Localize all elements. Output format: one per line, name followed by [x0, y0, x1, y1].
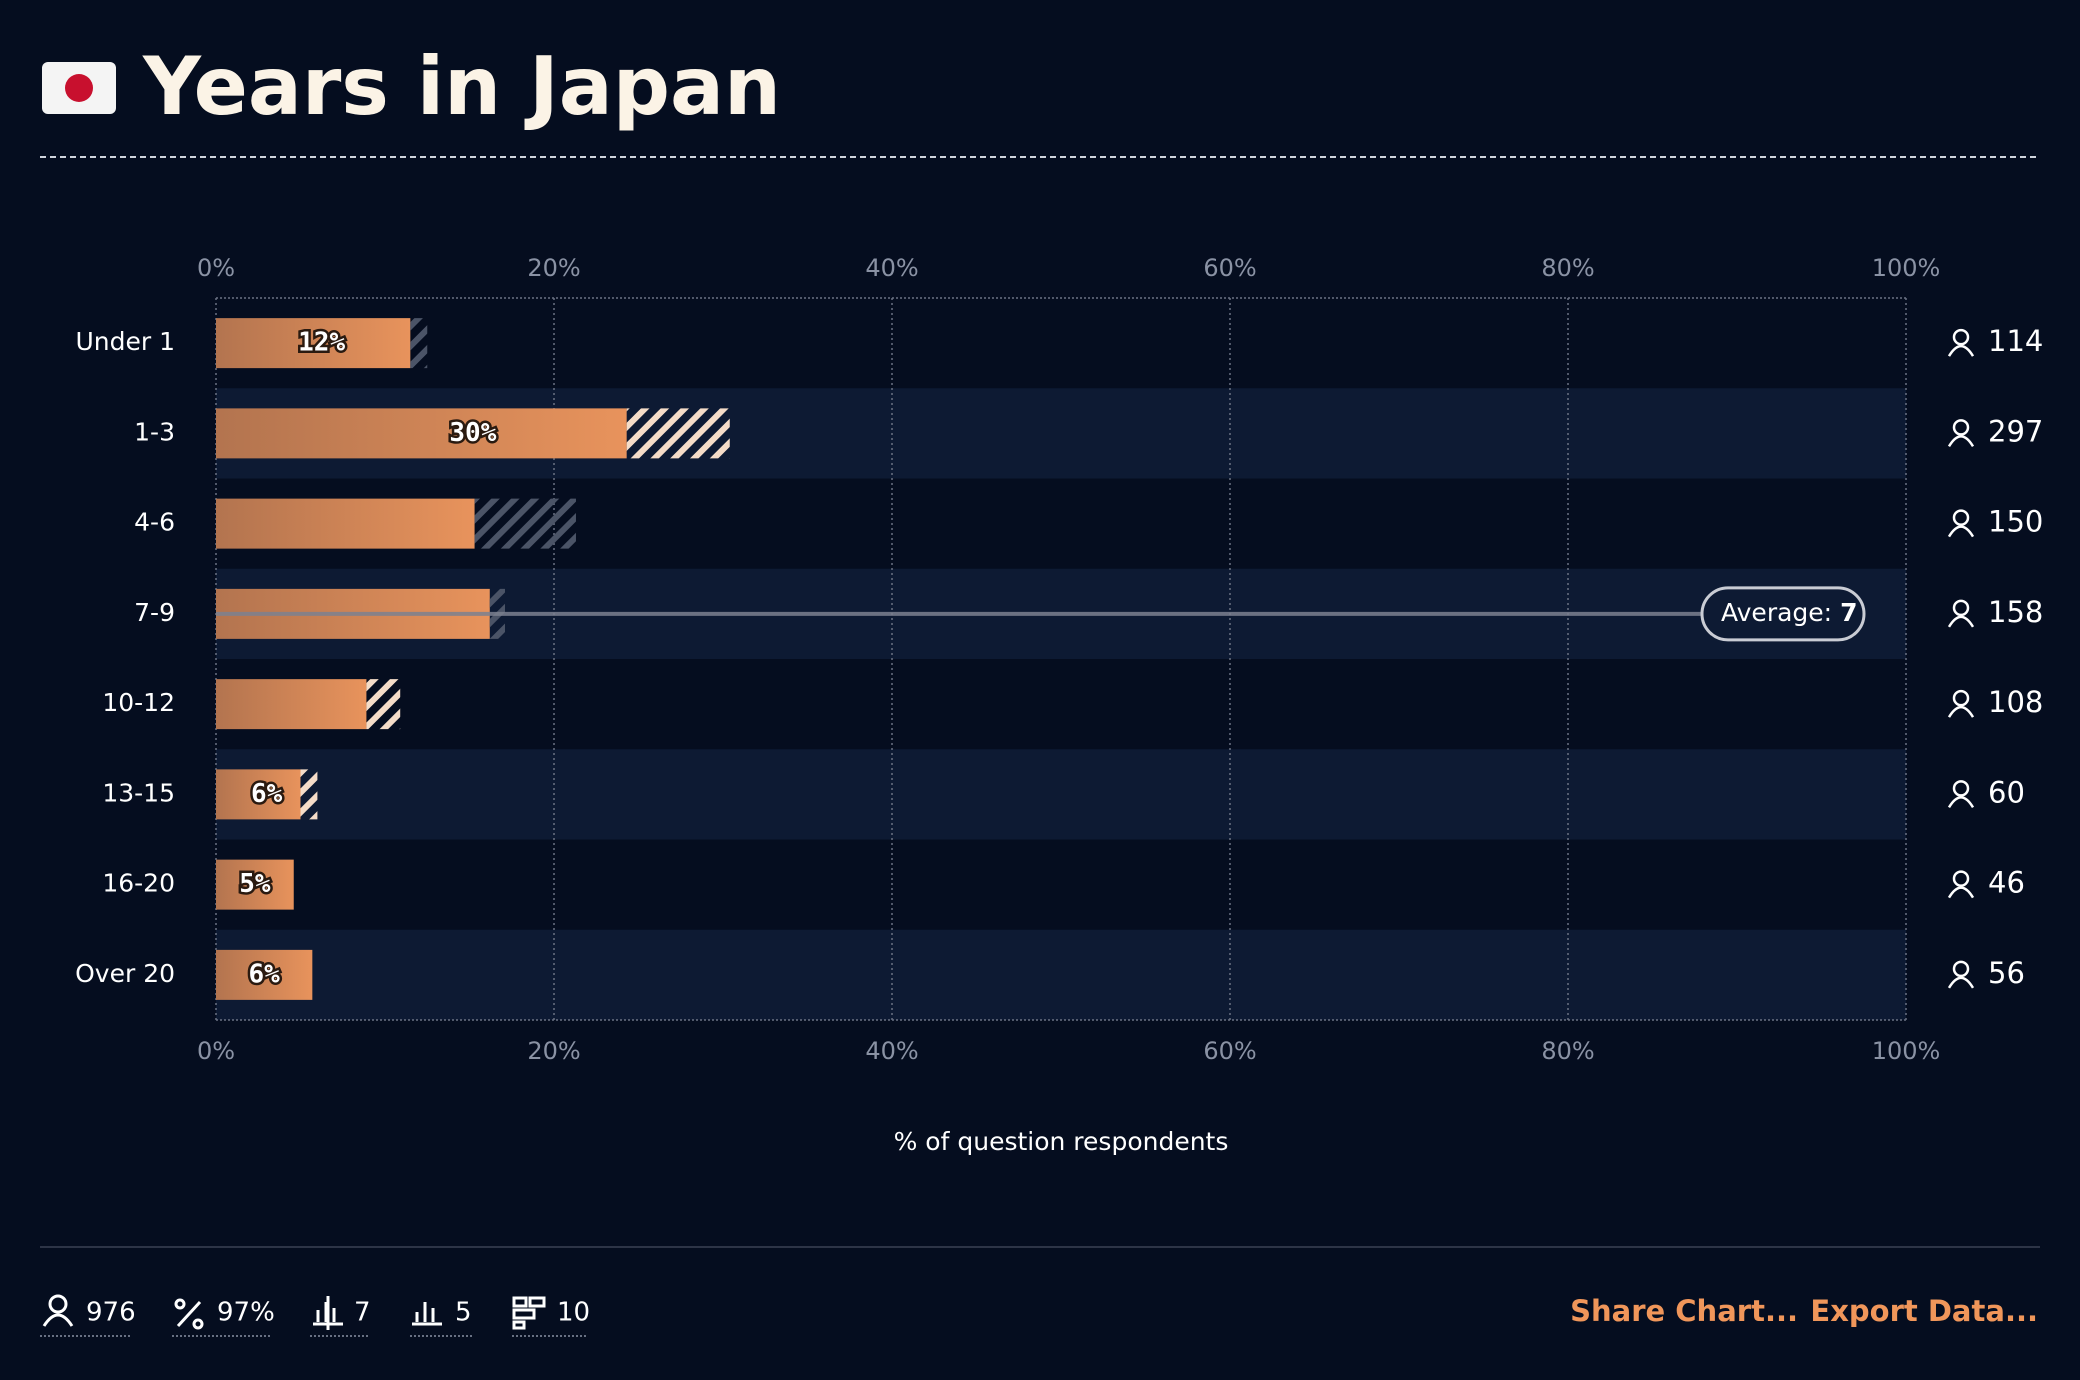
footer-stat: 976	[86, 1298, 136, 1328]
row-band	[216, 929, 1906, 1020]
bar	[216, 318, 411, 369]
average-label: Average: 7	[1721, 598, 1858, 627]
icon-body	[1947, 886, 1975, 899]
bar	[216, 408, 627, 459]
average-pill	[1700, 586, 1866, 642]
icon-body	[1947, 705, 1975, 718]
export-button[interactable]: Export Data...	[1810, 1294, 2038, 1328]
share-button[interactable]: Share Chart...	[1570, 1294, 1798, 1328]
person-icon	[1947, 960, 1975, 989]
respondent-count: 297	[1988, 414, 2043, 448]
bar	[216, 679, 367, 730]
respondent-count: 56	[1988, 956, 2025, 990]
x-tick-label: 20%	[527, 1037, 580, 1065]
x-tick-label: 40%	[865, 254, 918, 282]
bar	[216, 498, 475, 549]
icon-body	[1947, 976, 1975, 989]
value-label: 5%	[239, 869, 271, 899]
icon-head	[1952, 960, 1970, 978]
bar-hatched	[300, 769, 318, 820]
y-tick-label: 10-12	[102, 688, 175, 717]
icon-head	[1952, 419, 1970, 436]
x-tick-label: 20%	[527, 254, 580, 282]
bar	[216, 859, 294, 910]
person-icon	[1947, 328, 1975, 357]
value-label: 12%	[298, 328, 345, 358]
icon-head	[1952, 870, 1970, 887]
person-icon	[1947, 419, 1975, 448]
value-label: 30%	[449, 418, 496, 448]
bar-hatched	[474, 498, 576, 549]
bar-hatched	[366, 679, 401, 730]
footer-stat: 7	[354, 1298, 371, 1328]
person-icon	[1947, 509, 1975, 538]
value-label: 6%	[249, 959, 281, 989]
icon-body	[1947, 525, 1975, 538]
average-value: 7	[1840, 598, 1857, 627]
respondent-count: 158	[1988, 595, 2043, 629]
bar-hatched	[410, 318, 428, 369]
y-tick-label: Under 1	[75, 327, 175, 356]
respondent-count: 114	[1988, 324, 2043, 358]
person-icon	[1947, 599, 1975, 628]
y-tick-label: 16-20	[102, 869, 175, 898]
average-text: Average:	[1721, 598, 1832, 627]
y-tick-label: 7-9	[134, 598, 175, 627]
x-tick-label: 60%	[1203, 1037, 1256, 1065]
x-tick-label: 80%	[1541, 254, 1594, 282]
chart-title: Years in Japan	[142, 40, 781, 133]
x-axis-title: % of question respondents	[894, 1127, 1229, 1156]
icon-head	[1952, 328, 1970, 346]
bar	[216, 769, 301, 820]
icon-head	[1952, 780, 1970, 797]
y-tick-label: 13-15	[102, 778, 175, 807]
respondent-count: 150	[1988, 505, 2043, 539]
person-icon	[1947, 689, 1975, 718]
icon-head	[1952, 689, 1970, 707]
respondent-count: 108	[1988, 685, 2043, 719]
x-tick-label: 100%	[1872, 254, 1941, 282]
footer-stat: 10	[557, 1298, 590, 1328]
y-tick-label: Over 20	[75, 959, 175, 988]
footer-icons	[42, 1294, 546, 1330]
icon-body	[1947, 796, 1975, 809]
respondent-count: 46	[1988, 866, 2025, 900]
person-icon	[1947, 870, 1975, 899]
icon-head	[1952, 509, 1970, 526]
x-tick-label: 60%	[1203, 254, 1256, 282]
y-tick-label: 4-6	[134, 508, 175, 537]
row-band	[216, 749, 1906, 840]
y-tick-label: 1-3	[134, 417, 175, 446]
x-tick-label: 100%	[1872, 1037, 1941, 1065]
value-label: 6%	[251, 779, 283, 809]
respondent-count: 60	[1988, 775, 2025, 809]
x-tick-label: 80%	[1541, 1037, 1594, 1065]
flag-sun	[65, 74, 93, 102]
footer-stat: 5	[455, 1298, 472, 1328]
icon-head	[1952, 599, 1970, 617]
icon-body	[1947, 435, 1975, 448]
bar-hatched	[626, 408, 730, 459]
x-tick-label: 40%	[865, 1037, 918, 1065]
person-icon	[1947, 780, 1975, 809]
icon-body	[1947, 615, 1975, 628]
icon-body	[1947, 344, 1975, 357]
bar	[216, 949, 313, 1000]
x-tick-label: 0%	[197, 1037, 235, 1065]
footer-stat: 97%	[217, 1298, 275, 1328]
x-tick-label: 0%	[197, 254, 235, 282]
